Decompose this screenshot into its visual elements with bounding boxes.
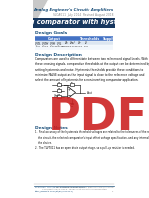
Text: V+: V+ bbox=[77, 41, 81, 45]
Text: Output: Output bbox=[48, 37, 61, 41]
Text: http://www.ti.com/lit/an/sloa011/: http://www.ti.com/lit/an/sloa011/ bbox=[35, 190, 74, 192]
Text: Thresholds: Thresholds bbox=[79, 37, 100, 41]
Text: V_IH: V_IH bbox=[50, 41, 56, 45]
Text: Supply: Supply bbox=[103, 37, 115, 41]
Text: 3.3 V: 3.3 V bbox=[76, 46, 82, 47]
Text: Analog Engineer's Circuit: Amplifiers: Analog Engineer's Circuit: Amplifiers bbox=[34, 8, 114, 12]
Text: Non-inverting comparator with hysteresis circuit: Non-inverting comparator with hysteresis… bbox=[56, 187, 113, 188]
Text: V_OL: V_OL bbox=[35, 41, 42, 45]
Text: SLOA011  July 2014  Revised August 2018: SLOA011 July 2014 Revised August 2018 bbox=[35, 187, 85, 188]
Polygon shape bbox=[68, 87, 76, 98]
Text: PDF: PDF bbox=[48, 96, 148, 140]
Text: 1.5 V: 1.5 V bbox=[70, 46, 76, 47]
Text: V_IL: V_IL bbox=[57, 41, 62, 45]
FancyBboxPatch shape bbox=[35, 45, 113, 50]
Text: Design Notes: Design Notes bbox=[35, 126, 68, 129]
Text: 1.  Final accuracy of the hysteresis threshold voltages are related to the toler: 1. Final accuracy of the hysteresis thre… bbox=[35, 130, 149, 150]
Polygon shape bbox=[33, 0, 48, 28]
Text: 2.5 V: 2.5 V bbox=[50, 46, 56, 47]
Text: Vref: Vref bbox=[54, 93, 59, 97]
Text: R1: R1 bbox=[57, 82, 60, 83]
FancyBboxPatch shape bbox=[57, 89, 60, 92]
Text: Vref: Vref bbox=[70, 41, 75, 45]
Text: R3: R3 bbox=[57, 94, 60, 95]
Text: SLOA011  July 2014  Revised August 2018: SLOA011 July 2014 Revised August 2018 bbox=[53, 13, 114, 17]
Text: 3.3 V: 3.3 V bbox=[42, 46, 48, 47]
Text: Vh: Vh bbox=[64, 41, 68, 45]
Text: R2: R2 bbox=[57, 88, 60, 89]
Text: V_OH: V_OH bbox=[41, 41, 49, 45]
FancyBboxPatch shape bbox=[35, 41, 113, 45]
Text: +: + bbox=[67, 88, 71, 91]
Text: Rf: Rf bbox=[71, 82, 73, 83]
FancyBboxPatch shape bbox=[57, 95, 60, 98]
Text: 0 V: 0 V bbox=[37, 46, 40, 47]
Text: 0.5 V: 0.5 V bbox=[56, 46, 63, 47]
Text: Non-inverting comparator with hysteresis circuit: Non-inverting comparator with hysteresis… bbox=[0, 18, 149, 25]
Text: V-: V- bbox=[85, 41, 87, 45]
FancyBboxPatch shape bbox=[33, 18, 115, 28]
Text: 100mV: 100mV bbox=[62, 46, 70, 47]
FancyBboxPatch shape bbox=[35, 36, 113, 41]
Text: Copyright 2014-2018, Texas Instruments Incorporated: Copyright 2014-2018, Texas Instruments I… bbox=[42, 189, 107, 190]
Text: Design Goals: Design Goals bbox=[35, 31, 67, 35]
Text: −: − bbox=[67, 94, 71, 98]
Text: Vout: Vout bbox=[87, 90, 92, 94]
FancyBboxPatch shape bbox=[57, 83, 60, 86]
Text: Comparators are used to differentiate between two referenced signal levels. With: Comparators are used to differentiate be… bbox=[35, 57, 149, 82]
Text: 1: 1 bbox=[112, 190, 113, 191]
FancyBboxPatch shape bbox=[70, 83, 74, 86]
Text: 0 V: 0 V bbox=[84, 46, 88, 47]
Text: Design Description: Design Description bbox=[35, 52, 82, 56]
